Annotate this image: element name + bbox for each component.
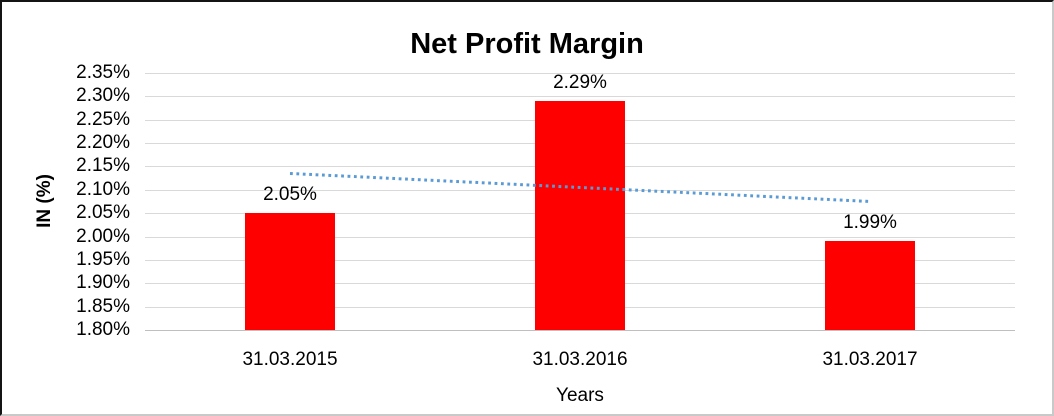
y-tick-label: 2.10% [76,178,130,200]
y-tick-label: 2.20% [76,132,130,154]
y-tick-label: 2.25% [76,108,130,130]
y-tick-label: 1.90% [76,272,130,294]
gridline [145,73,1015,74]
y-tick-label: 2.00% [76,225,130,247]
x-category-label: 31.03.2016 [532,349,628,370]
y-tick-label: 1.80% [76,319,130,340]
y-tick-label: 1.95% [76,248,130,270]
bar-data-label: 1.99% [843,212,897,234]
y-tick-label: 2.15% [76,155,130,177]
x-category-label: 31.03.2015 [242,349,338,370]
y-tick-label: 2.05% [76,202,130,224]
y-tick-label: 2.30% [76,85,130,107]
x-category-label: 31.03.2017 [822,349,918,370]
bar-31.03.2016 [535,101,625,330]
bar-31.03.2017 [825,241,915,330]
y-tick-label: 1.85% [76,295,130,317]
gridline [145,96,1015,98]
bar-data-label: 2.05% [263,184,317,206]
chart-title: Net Profit Margin [410,28,644,60]
bar-data-label: 2.29% [553,72,607,94]
x-axis-title: Years [556,385,604,406]
y-tick-label: 2.35% [76,62,130,83]
bar-31.03.2015 [245,213,335,330]
x-axis-line [145,330,1015,331]
